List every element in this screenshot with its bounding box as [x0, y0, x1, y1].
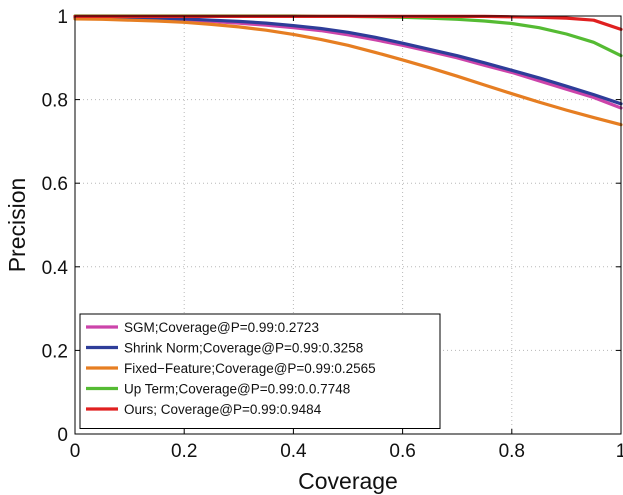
- x-tick-label: 0: [70, 441, 81, 462]
- x-tick-label: 0.4: [280, 441, 307, 462]
- series-line-2: [73, 15, 623, 106]
- x-tick-label: 0.8: [499, 441, 525, 462]
- x-tick-label: 1: [616, 441, 623, 462]
- y-tick-label: 0: [57, 425, 68, 446]
- legend-box: [79, 313, 441, 429]
- legend-label: Ours; Coverage@P=0.99:0.9484: [124, 402, 322, 417]
- legend: SGM;Coverage@P=0.99:0.2723 Shrink Norm;Co…: [79, 313, 441, 429]
- y-tick-label: 1: [57, 7, 68, 28]
- axis-ticks: 0 0.2 0.4 0.6 0.8 1 0 0.2 0.4 0.6 0.8 1: [42, 7, 623, 462]
- legend-label: SGM;Coverage@P=0.99:0.2723: [124, 320, 319, 335]
- series-lines: [73, 14, 623, 127]
- y-tick-label: 0.4: [42, 258, 69, 279]
- series-line-3: [73, 17, 623, 127]
- legend-label: Up Term;Coverage@P=0.99:0.0.7748: [124, 382, 350, 397]
- x-axis-label: Coverage: [298, 468, 398, 494]
- x-tick-label: 0.6: [389, 441, 415, 462]
- y-tick-label: 0.2: [42, 341, 68, 362]
- y-tick-label: 0.6: [42, 174, 68, 195]
- legend-label: Shrink Norm;Coverage@P=0.99:0.3258: [124, 341, 363, 356]
- y-tick-label: 0.8: [42, 91, 68, 112]
- x-tick-label: 0.2: [171, 441, 197, 462]
- legend-label: Fixed−Feature;Coverage@P=0.99:0.2565: [124, 361, 376, 376]
- y-axis-label: Precision: [4, 178, 30, 273]
- plot-frame: [74, 15, 622, 435]
